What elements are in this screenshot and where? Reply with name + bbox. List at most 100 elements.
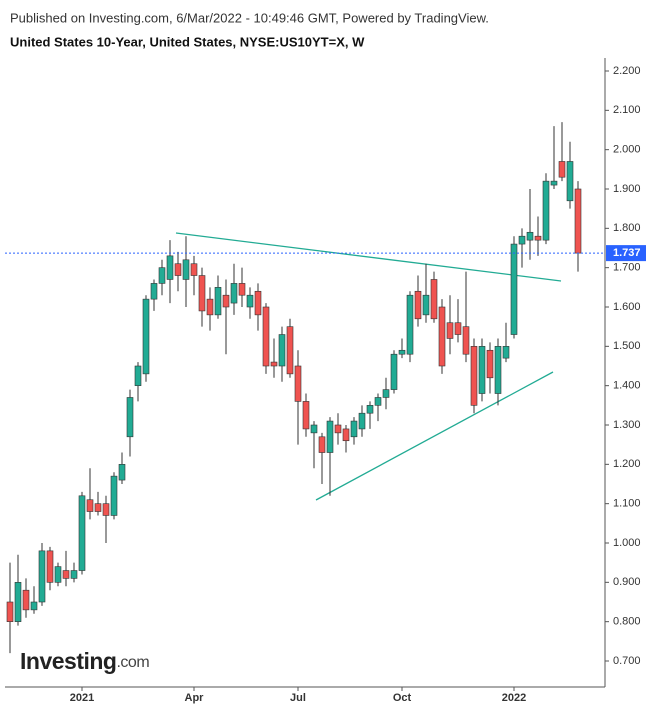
y-tick-label: 1.000 (613, 537, 641, 549)
candle-body (486, 349, 494, 379)
logo-suffix: .com (116, 654, 149, 671)
candle-body (262, 306, 270, 367)
candle-body (398, 349, 406, 355)
y-tick-label: 1.100 (613, 498, 641, 510)
candle-body (222, 294, 230, 308)
candle-body (30, 601, 38, 611)
candle-body (502, 346, 510, 359)
x-tick-label: Apr (185, 692, 205, 704)
y-tick-label: 1.600 (613, 301, 641, 313)
candle-body (326, 420, 334, 453)
y-tick-label: 1.300 (613, 419, 641, 431)
candle-body (462, 326, 470, 355)
candle-body (286, 326, 294, 375)
candle-body (542, 180, 550, 241)
trend-line (175, 232, 562, 282)
last-price-label: 1.737 (613, 247, 641, 259)
candle-body (206, 298, 214, 316)
candle-body (302, 401, 310, 430)
candle-body (566, 161, 574, 202)
y-tick-label: 2.200 (613, 65, 641, 77)
published-note: Published on Investing.com, 6/Mar/2022 -… (10, 10, 489, 25)
y-tick-label: 2.000 (613, 144, 641, 156)
candle-body (110, 475, 118, 516)
trend-line (315, 371, 554, 501)
candle-body (358, 412, 366, 430)
y-tick-label: 1.800 (613, 222, 641, 234)
candle-body (366, 405, 374, 414)
candle-body (126, 397, 134, 438)
candle-body (438, 306, 446, 367)
candle-body (414, 290, 422, 320)
candle-body (166, 255, 174, 280)
candle-body (6, 601, 14, 622)
candle-body (238, 283, 246, 296)
candle-body (342, 428, 350, 442)
y-tick-label: 0.700 (613, 655, 641, 667)
candle-body (46, 550, 54, 583)
candle-body (62, 570, 70, 579)
candle-body (422, 294, 430, 316)
candle-body (478, 346, 486, 394)
candle-body (446, 322, 454, 339)
y-tick-label: 1.500 (613, 340, 641, 352)
y-tick-label: 2.100 (613, 104, 641, 116)
candle-body (550, 180, 558, 186)
candle-body (14, 582, 22, 622)
y-tick-label: 1.200 (613, 458, 641, 470)
candle-body (310, 424, 318, 434)
candle-body (198, 275, 206, 312)
y-tick-label: 0.800 (613, 616, 641, 628)
candle-body (318, 436, 326, 453)
candle-body (182, 259, 190, 280)
x-tick-label: Oct (393, 692, 412, 704)
candle-body (22, 589, 30, 611)
candle-body (230, 283, 238, 304)
candle-body (294, 365, 302, 402)
candle-body (454, 322, 462, 335)
candle-body (150, 283, 158, 300)
candle-body (270, 361, 278, 367)
candle-body (254, 290, 262, 316)
candle-body (190, 263, 198, 276)
logo-main: Investing (20, 648, 116, 674)
candle-body (70, 570, 78, 579)
candle-body (78, 495, 86, 571)
candle-body (94, 503, 102, 512)
x-tick-label: Jul (290, 692, 306, 704)
y-tick-label: 1.700 (613, 262, 641, 274)
y-tick-label: 0.900 (613, 576, 641, 588)
candle-body (350, 420, 358, 438)
candle-body (470, 346, 478, 406)
candle-body (374, 397, 382, 406)
candle-body (278, 334, 286, 367)
candle-body (406, 294, 414, 355)
candle-body (38, 550, 46, 603)
candle-body (430, 279, 438, 320)
logo: Investing.com (20, 648, 149, 674)
candle-body (214, 287, 222, 316)
candle-body (118, 464, 126, 481)
candle-body (142, 298, 150, 375)
candle-body (382, 389, 390, 398)
candle-body (134, 365, 142, 386)
candle-body (574, 188, 582, 254)
candle-body (510, 243, 518, 335)
candle-body (158, 267, 166, 284)
candle-body (102, 503, 110, 516)
y-tick-label: 1.900 (613, 183, 641, 195)
x-tick-label: 2021 (70, 692, 94, 704)
chart-title: United States 10-Year, United States, NY… (10, 34, 365, 49)
candle-body (526, 231, 534, 241)
candle-body (246, 294, 254, 308)
candle-body (54, 566, 62, 583)
candle-body (518, 235, 526, 245)
candle-body (86, 499, 94, 512)
candle-body (534, 235, 542, 241)
last-price-box (606, 245, 646, 262)
candle-body (494, 346, 502, 394)
y-tick-label: 1.400 (613, 380, 641, 392)
x-tick-label: 2022 (502, 692, 526, 704)
